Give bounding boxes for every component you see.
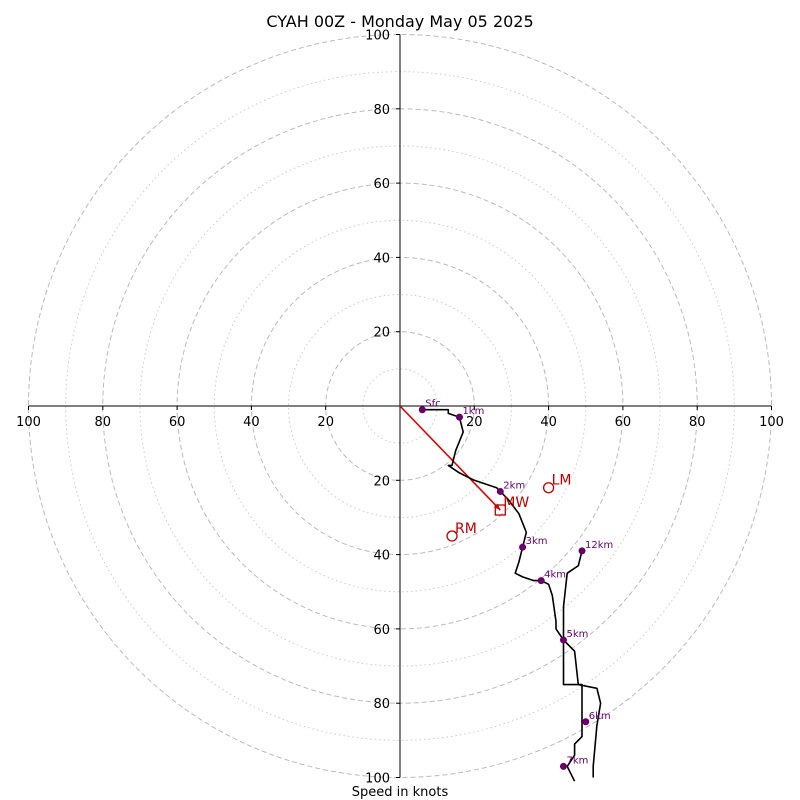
y-tick-label: 100 [365,29,390,44]
storm-motion-circle [542,482,555,494]
height-marker-label: 5km [566,629,588,640]
height-marker-dot [559,762,567,770]
height-marker-dot [578,547,586,555]
y-tick-label: 20 [373,474,390,489]
x-tick-label: 20 [317,415,334,430]
y-tick-label: 100 [365,772,390,787]
height-marker-dot [418,406,426,414]
height-marker-dot [496,487,504,495]
height-markers: Sfc 1km 2km 3km 4km 5km 6km 7km 12km [418,399,613,770]
x-tick-label: 80 [95,415,112,430]
height-marker-label: Sfc [425,399,440,410]
shear-vector-line [399,405,501,511]
x-tick-label: 40 [540,415,557,430]
y-tick-label: 80 [373,697,390,712]
hodograph-line-upper [562,550,583,782]
y-tick-label: 60 [373,623,390,638]
y-tick-label: 80 [373,103,390,118]
height-marker-dot [582,718,590,726]
height-marker-dot [519,543,527,551]
height-marker-label: 2km [503,480,525,491]
height-marker-label: 12km [585,540,613,551]
x-axis-label: Speed in knots [352,785,449,800]
storm-motion-markers: LM RM MW [446,473,572,542]
mean-wind-square [494,504,506,516]
height-marker-label: 1km [462,406,484,417]
y-tick-label: 20 [373,326,390,341]
x-tick-label: 80 [689,415,706,430]
shear-vector [399,405,501,511]
chart-title: CYAH 00Z - Monday May 05 2025 [266,12,533,31]
axis-ticks: 100 80 60 40 20 20 40 60 80 100 20 40 60 80 100 20 40 60 8… [16,29,784,787]
shear-vector-arrowhead [493,503,501,511]
y-tick-label: 40 [373,251,390,266]
height-marker-label: 4km [544,570,566,581]
height-marker-label: 6km [589,711,611,722]
x-tick-label: 40 [243,415,260,430]
height-marker-label: 7km [566,755,588,766]
x-tick-label: 60 [169,415,186,430]
x-tick-label: 20 [466,415,483,430]
storm-motion-label: LM [552,473,572,489]
height-marker-dot [559,636,567,644]
storm-motion-circle [446,530,458,542]
y-tick-label: 60 [373,177,390,192]
height-marker-label: 3km [526,536,548,547]
hodograph-line-lower [422,408,602,778]
mean-wind-label: MW [503,495,529,511]
x-tick-label: 60 [615,415,632,430]
x-tick-label: 100 [759,415,784,430]
hodograph-trace [422,408,602,782]
height-marker-dot [537,577,545,585]
x-tick-label: 100 [16,415,41,430]
y-tick-label: 40 [373,549,390,564]
height-marker-dot [455,413,463,421]
storm-motion-label: RM [455,521,477,537]
